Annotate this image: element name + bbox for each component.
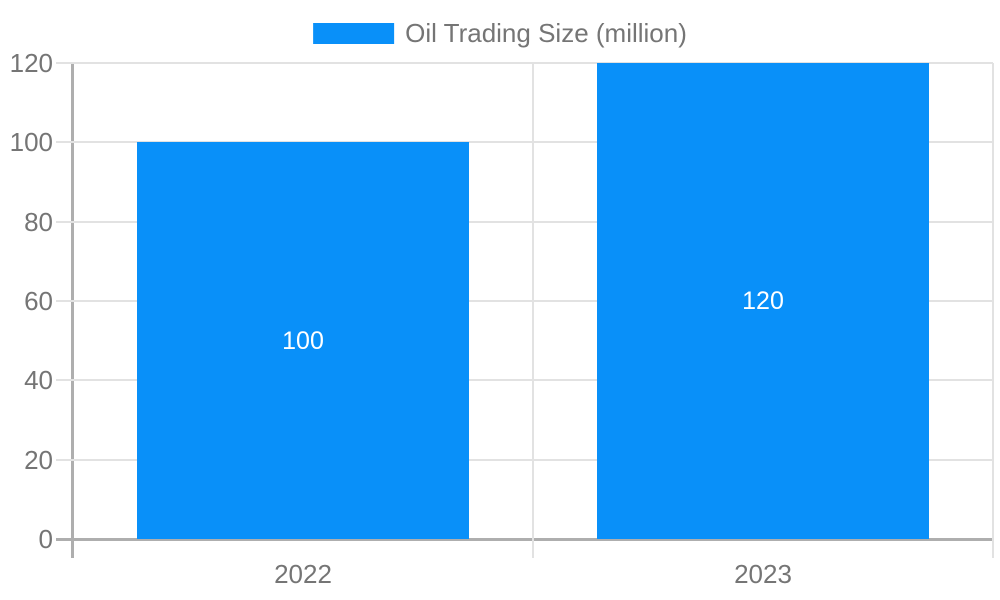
x-tick-label: 2023 [734, 559, 792, 589]
x-tick-label: 2022 [274, 559, 332, 589]
legend[interactable]: Oil Trading Size (million) [313, 20, 687, 47]
gridline [56, 379, 993, 381]
gridline [56, 300, 993, 302]
bar-value-label: 120 [742, 287, 784, 315]
y-tick-label: 40 [24, 365, 53, 395]
gridline [56, 62, 993, 64]
gridline [56, 221, 993, 223]
gridline [56, 141, 993, 143]
category-boundary-line [532, 63, 534, 558]
y-tick-label: 20 [24, 445, 53, 475]
bar-value-label: 100 [282, 326, 324, 355]
x-axis-line [56, 538, 994, 541]
y-tick-label: 0 [38, 524, 53, 554]
y-tick-label: 80 [24, 207, 53, 237]
y-tick-label: 100 [9, 127, 53, 157]
bar[interactable]: 120 [597, 63, 929, 539]
gridline [56, 459, 993, 461]
legend-swatch [313, 23, 395, 44]
legend-label: Oil Trading Size (million) [405, 18, 687, 48]
category-boundary-line [992, 63, 994, 558]
y-tick-label: 60 [24, 286, 53, 316]
y-tick-label: 120 [9, 48, 53, 78]
y-axis-line [71, 63, 74, 558]
bar[interactable]: 100 [137, 142, 469, 539]
